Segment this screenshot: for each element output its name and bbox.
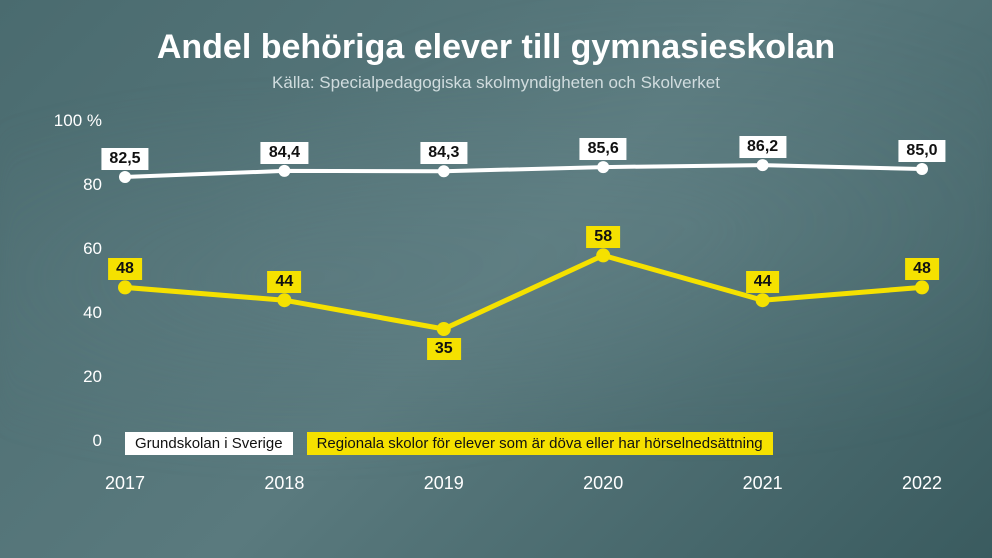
value-label-0-5: 85,0 (898, 140, 945, 162)
x-tick-2021: 2021 (743, 473, 783, 494)
series-marker-1-1 (277, 293, 291, 307)
value-label-0-2: 84,3 (420, 142, 467, 164)
x-tick-2017: 2017 (105, 473, 145, 494)
series-marker-1-5 (915, 280, 929, 294)
series-marker-1-2 (437, 322, 451, 336)
line-svg (125, 121, 922, 441)
y-tick-20: 20 (83, 367, 102, 387)
chart-area: 0 20 40 60 80 100 % 82,5 84,4 84,3 85,6 86,2 85,0 4… (50, 113, 942, 503)
y-tick-60: 60 (83, 239, 102, 259)
series-marker-0-4 (757, 159, 769, 171)
value-label-0-0: 82,5 (101, 148, 148, 170)
series-marker-1-3 (596, 248, 610, 262)
series-line-0 (125, 165, 922, 177)
y-tick-100: 100 % (54, 111, 102, 131)
chart-subtitle: Källa: Specialpedagogiska skolmyndighete… (50, 73, 942, 93)
series-marker-0-2 (438, 165, 450, 177)
chart-container: Andel behöriga elever till gymnasieskola… (0, 0, 992, 558)
chart-title: Andel behöriga elever till gymnasieskola… (50, 28, 942, 67)
x-tick-2020: 2020 (583, 473, 623, 494)
legend: Grundskolan i Sverige Regionala skolor f… (125, 432, 922, 455)
value-label-0-1: 84,4 (261, 142, 308, 164)
series-line-1 (125, 255, 922, 329)
x-axis: 201720182019202020212022 (125, 473, 922, 503)
y-tick-40: 40 (83, 303, 102, 323)
value-label-1-0: 48 (108, 258, 142, 280)
plot-region: 82,584,484,385,686,285,0484435584448 (125, 121, 922, 441)
series-marker-0-0 (119, 171, 131, 183)
x-tick-2022: 2022 (902, 473, 942, 494)
series-marker-0-1 (278, 165, 290, 177)
value-label-0-4: 86,2 (739, 136, 786, 158)
y-axis: 0 20 40 60 80 100 % (50, 113, 110, 503)
value-label-0-3: 85,6 (580, 138, 627, 160)
legend-item-regionala: Regionala skolor för elever som är döva … (307, 432, 773, 455)
y-tick-0: 0 (93, 431, 102, 451)
x-tick-2019: 2019 (424, 473, 464, 494)
series-marker-0-5 (916, 163, 928, 175)
legend-item-grundskolan: Grundskolan i Sverige (125, 432, 293, 455)
x-tick-2018: 2018 (264, 473, 304, 494)
series-marker-1-4 (756, 293, 770, 307)
value-label-1-4: 44 (746, 271, 780, 293)
series-marker-1-0 (118, 280, 132, 294)
value-label-1-2: 35 (427, 338, 461, 360)
value-label-1-1: 44 (267, 271, 301, 293)
value-label-1-3: 58 (586, 226, 620, 248)
value-label-1-5: 48 (905, 258, 939, 280)
y-tick-80: 80 (83, 175, 102, 195)
series-marker-0-3 (597, 161, 609, 173)
